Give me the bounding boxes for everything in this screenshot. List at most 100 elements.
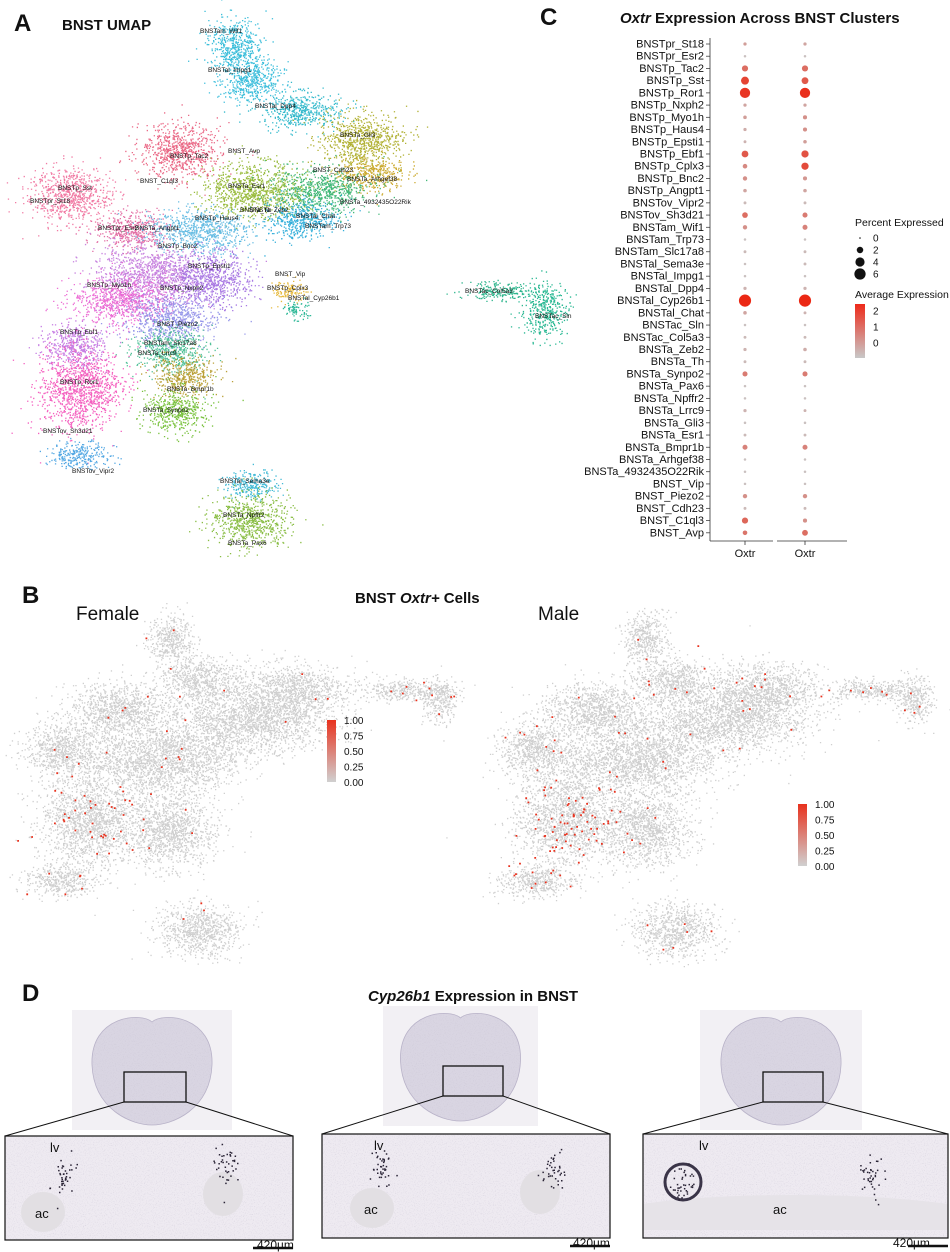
panel-c-title-gene: Oxtr: [620, 10, 651, 27]
umap-cluster-label: BNSTal_Dpp4: [255, 103, 296, 110]
brain-section-texture: [400, 1013, 521, 1121]
dotplot-dot: [803, 397, 807, 400]
dotplot-dot: [802, 212, 808, 218]
dotplot-x-label: Oxtr: [735, 548, 756, 560]
scalebar-label-3: 420µm: [893, 1236, 930, 1250]
legend-avg-label: 2: [873, 307, 879, 318]
dotplot-dot: [803, 335, 807, 339]
dotplot-dot: [802, 518, 808, 523]
dotplot-dot: [743, 421, 747, 425]
dotplot-dot: [803, 421, 807, 425]
umap-cluster-label: BNSTac_Col5a3: [465, 288, 513, 295]
feature-colorbar-label: 0.75: [815, 816, 835, 827]
dotplot-x-label: Oxtr: [795, 548, 816, 560]
umap-cluster-label: BNST_C1ql3: [140, 178, 178, 185]
dotplot-dot: [741, 76, 749, 85]
dotplot-row-label: BNST_Avp: [650, 527, 704, 539]
umap-cluster-label: BNST_Vip: [275, 271, 306, 278]
panel-b-title-prefix: BNST: [355, 590, 400, 607]
dotplot-row-label: BNSTa_Arhgef38: [619, 454, 704, 466]
dotplot-dot: [803, 274, 807, 278]
male-label: Male: [538, 604, 580, 625]
feature-colorbar-label: 0.25: [344, 763, 364, 774]
dotplot-dot: [803, 54, 807, 58]
dotplot-dot: [743, 140, 747, 144]
dotplot-row-label: BNSTp_Sst: [647, 75, 704, 87]
ish-images: lv ac lv ac lv ac: [4, 1006, 949, 1250]
umap-cluster-label: BNSTp_Myo1h: [87, 282, 131, 289]
umap-cluster-label: BNSTam_Wif1: [200, 28, 243, 35]
dotplot-row-label: BNSTa_Pax6: [639, 381, 704, 393]
umap-cluster-label: BNSTa_4932435O22Rik: [340, 199, 412, 206]
zoom-connector: [642, 1101, 764, 1135]
umap-cluster-label: BNSTp_Cplx3: [267, 285, 309, 292]
dotplot-row-label: BNSTov_Sh3d21: [620, 210, 704, 222]
dotplot-dot: [803, 42, 807, 46]
dotplot-row-label: BNSTpr_Esr2: [636, 51, 704, 63]
dotplot-dot: [743, 238, 747, 241]
dotplot-row-label: BNSTp_Ror1: [639, 87, 704, 99]
cyp26b1-stain: [49, 1150, 78, 1210]
dotplot-row-label: BNSTam_Trp73: [626, 234, 704, 246]
dotplot-dot: [742, 212, 748, 218]
dotplot-row-label: BNSTal_Impg1: [631, 271, 704, 283]
umap-cluster-label: BNSTa_Esr1: [228, 183, 266, 190]
legend-size-dot: [854, 268, 866, 280]
dotplot-dot: [802, 224, 808, 230]
panel-b-title-suffix: Cells: [439, 590, 480, 607]
umap-cluster-label: BNSTa_Bmpr1b: [167, 386, 214, 393]
zoom-inset-border: [4, 1135, 294, 1241]
dotplot-dot: [803, 201, 807, 205]
panel-d-letter: D: [22, 980, 40, 1007]
dotplot-dot: [802, 529, 808, 536]
feature-colorbar-label: 1.00: [815, 800, 835, 811]
panel-c-title: Oxtr Expression Across BNST Clusters: [620, 10, 900, 27]
dotplot-dot: [742, 493, 748, 499]
lv-label: lv: [374, 1138, 384, 1153]
ac-label: ac: [35, 1206, 49, 1221]
dotplot-dot: [803, 311, 807, 315]
dotplot-row-label: BNST_Vip: [653, 478, 704, 490]
dotplot-dot: [743, 470, 747, 473]
legend-avg-title: Average Expression: [855, 289, 949, 301]
legend-size-dot: [856, 246, 864, 254]
dotplot-dot: [742, 530, 748, 536]
umap-cluster-label: BNST_Piezo2: [157, 321, 198, 328]
dotplot-dot: [799, 87, 811, 99]
dotplot-dot: [803, 470, 807, 473]
umap-cluster-label: BNSTa_Gli3: [340, 132, 376, 139]
dotplot-row-label: BNSTa_Esr1: [641, 430, 704, 442]
dotplot-row-label: BNST_Piezo2: [635, 491, 704, 503]
dotplot-dot: [801, 150, 809, 158]
umap-cluster-label: BNSTov_Vipr2: [72, 468, 115, 475]
panel-c-title-suffix: Expression Across BNST Clusters: [650, 10, 900, 27]
dotplot-dot: [741, 517, 749, 524]
dotplot-dot: [803, 360, 807, 364]
female-feature-umap: [5, 602, 476, 965]
umap-cluster-labels: BNSTam_Wif1 BNSTal_Impg1 BNSTal_Dpp4 BNSTa_…: [30, 28, 572, 547]
dotplot-row-label: BNSTp_Ebf1: [640, 148, 704, 160]
umap-cluster-label: BNST_Avp: [228, 148, 260, 155]
dotplot-dot: [739, 87, 751, 99]
dotplot-dot: [743, 458, 747, 461]
zoom-connector: [321, 1095, 444, 1135]
dotplot-row-label: BNSTal_Dpp4: [635, 283, 704, 295]
dotplot-row-label: BNSTal_Sema3e: [620, 258, 704, 270]
panel-d-title: Cyp26b1 Expression in BNST: [368, 988, 578, 1005]
dotplot-dot: [802, 115, 808, 120]
dotplot-dot: [743, 54, 747, 58]
dotplot-dot: [743, 482, 747, 486]
umap-cluster-label: BNSTov_Sh3d21: [43, 428, 93, 435]
dotplot-row-label: BNSTam_Wif1: [632, 222, 704, 234]
zoom-box: [123, 1071, 187, 1103]
dotplot-row-label: BNSTp_Haus4: [631, 124, 704, 136]
umap-cluster-label: BNSTal_Cyp26b1: [288, 295, 340, 302]
dotplot-row-label: BNSTal_Cyp26b1: [617, 295, 704, 307]
umap-plot: BNSTam_Wif1 BNSTal_Impg1 BNSTal_Dpp4 BNSTa_…: [6, 0, 577, 558]
cyp26b1-stain: [537, 1148, 566, 1189]
dotplot-row-label: BNSTp_Angpt1: [628, 185, 704, 197]
ac-label: ac: [364, 1202, 378, 1217]
zoom-connector: [4, 1101, 125, 1137]
zoom-connector: [502, 1095, 611, 1135]
dotplot-row-label: BNSTp_Myo1h: [629, 112, 704, 124]
